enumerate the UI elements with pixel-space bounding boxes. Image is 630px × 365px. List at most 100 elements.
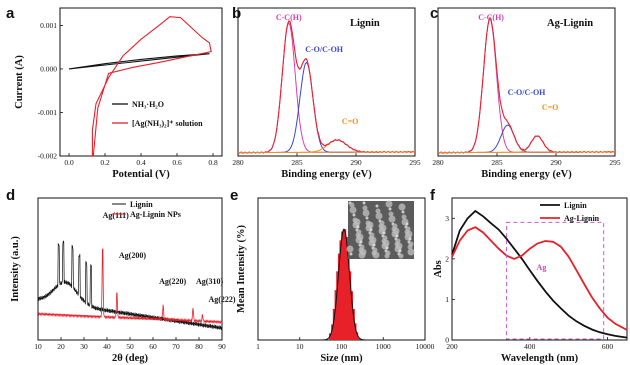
panel-label-b: b xyxy=(232,5,241,22)
series-line-ag-lignin xyxy=(37,248,223,325)
x-tick-tick-label: 600 xyxy=(602,342,614,351)
panel-label-f: f xyxy=(430,187,436,204)
annotation-ag: Ag xyxy=(537,263,547,272)
measured-spectrum xyxy=(237,20,416,154)
x-axis-label: 2θ (deg) xyxy=(112,353,149,364)
component-peak-0 xyxy=(238,22,415,154)
legend-entry: Ag-Lignin xyxy=(564,214,600,223)
panel-title: Ag-Lignin xyxy=(547,18,593,29)
legend-entry: NH₃·H₂O xyxy=(132,100,164,109)
y-tick-tick-label: 0.001 xyxy=(40,21,57,30)
component-peak-0 xyxy=(438,18,615,154)
bar xyxy=(356,337,360,340)
panel-label-d: d xyxy=(6,187,15,204)
y-axis-label: Abs xyxy=(433,260,444,278)
x-tick-tick-label: 40 xyxy=(103,342,111,351)
y-tick-tick-label: 3 xyxy=(445,214,449,223)
peak-annotation: C-O/C-OH xyxy=(508,88,547,97)
y-tick-tick-label: 0 xyxy=(445,336,449,345)
series-line-1 xyxy=(91,16,212,157)
bar xyxy=(339,240,343,340)
peak-annotation: C=O xyxy=(542,103,559,112)
peak-label: Ag(220) xyxy=(159,277,186,286)
plot-frame xyxy=(59,7,223,157)
peak-label: Ag(222) xyxy=(208,295,235,304)
x-tick-tick-label: 1 xyxy=(256,342,260,351)
measured-spectrum xyxy=(437,16,616,154)
series-line-lignin xyxy=(37,240,223,330)
bar xyxy=(353,323,357,340)
x-tick-tick-label: 30 xyxy=(80,342,88,351)
x-tick-tick-label: 285 xyxy=(491,158,503,167)
panel-f: f 200 400 600 0 1 2 3 Wavelength (nm) Abs Ag Lignin… xyxy=(430,187,628,364)
y-axis-label: Mean Intensity (%) xyxy=(236,224,247,313)
fit-envelope xyxy=(438,17,615,154)
panel-title: Lignin xyxy=(350,18,380,29)
x-tick-tick-label: 400 xyxy=(524,342,536,351)
peak-label: Ag(200) xyxy=(119,251,146,260)
x-axis-label: Wavelength (nm) xyxy=(501,353,579,364)
legend-entry: [Ag(NH₃)₂]⁺ solution xyxy=(132,119,203,128)
x-tick-tick-label: 200 xyxy=(446,342,458,351)
x-tick-tick-label: 90 xyxy=(218,342,226,351)
highlight-box xyxy=(505,221,605,340)
plot-frame xyxy=(237,7,416,157)
x-axis-label: Size (nm) xyxy=(320,353,363,364)
component-peak-2 xyxy=(438,135,615,154)
y-tick-tick-label: 0.000 xyxy=(40,64,57,73)
series-line-0 xyxy=(68,53,210,70)
series-line-0 xyxy=(451,209,628,339)
baseline xyxy=(237,151,416,154)
legend-entry: Lignin xyxy=(564,201,587,210)
x-tick-tick-label: 10000 xyxy=(416,342,435,351)
x-tick-tick-label: 70 xyxy=(172,342,180,351)
bar xyxy=(342,229,347,340)
plot-frame xyxy=(437,7,616,157)
panel-label-c: c xyxy=(430,5,438,22)
bar xyxy=(349,291,354,340)
x-tick-tick-label: 280 xyxy=(432,158,444,167)
panel-a: a 0.0 0.2 0.4 0.6 0.8 -0.002 -0.001 0.000 0.001 Po… xyxy=(6,5,223,180)
y-axis-label: Current (A) xyxy=(14,55,25,109)
peak-annotation: C-O/C-OH xyxy=(305,45,344,54)
x-tick-tick-label: 80 xyxy=(195,342,203,351)
x-tick-tick-label: 285 xyxy=(291,158,303,167)
panel-d: d 10 20 30 40 50 60 70 80 90 2θ (deg) Intensity (a.… xyxy=(6,187,236,364)
x-tick-tick-label: 100 xyxy=(336,342,348,351)
y-tick-tick-label: -0.002 xyxy=(38,152,58,161)
peak-annotation: C=O xyxy=(342,117,359,126)
x-tick-tick-label: 290 xyxy=(550,158,562,167)
x-tick-tick-label: 10 xyxy=(296,342,304,351)
bar xyxy=(332,308,337,340)
x-tick-tick-label: 295 xyxy=(609,158,621,167)
x-tick-tick-label: 50 xyxy=(126,342,134,351)
peak-label: Ag(111) xyxy=(103,211,130,220)
panel-c: c 280 285 290 295 Binding energy (eV) Ag-Ligni… xyxy=(430,5,621,180)
x-tick-tick-label: 1000 xyxy=(376,342,391,351)
x-tick-tick-label: 295 xyxy=(409,158,421,167)
component-peak-2 xyxy=(238,139,415,154)
bar xyxy=(346,251,350,340)
distribution-curve xyxy=(320,228,371,341)
x-tick-tick-label: 280 xyxy=(232,158,244,167)
plot-frame xyxy=(451,197,628,341)
series-line-1 xyxy=(451,226,628,331)
panel-label-e: e xyxy=(230,187,238,204)
x-tick-tick-label: 0.2 xyxy=(100,158,110,167)
peak-annotation: C-C(H) xyxy=(276,13,302,22)
baseline xyxy=(437,151,616,154)
x-tick-tick-label: 20 xyxy=(57,342,65,351)
x-tick-tick-label: 290 xyxy=(350,158,362,167)
fit-envelope xyxy=(238,19,415,154)
x-axis-label: Binding energy (eV) xyxy=(481,169,572,180)
x-tick-tick-label: 0.0 xyxy=(64,158,74,167)
legend-entry: Ag-Lignin NPs xyxy=(130,210,181,219)
y-tick-tick-label: 1 xyxy=(445,295,449,304)
bar xyxy=(354,332,359,340)
x-tick-tick-label: 60 xyxy=(149,342,157,351)
x-axis-label: Binding energy (eV) xyxy=(281,169,372,180)
x-axis-label: Potential (V) xyxy=(112,169,170,180)
panel-label-a: a xyxy=(6,5,15,22)
panel-e: e 1 10 100 1000 10000 Size (nm) Mean Intensity … xyxy=(230,187,435,364)
